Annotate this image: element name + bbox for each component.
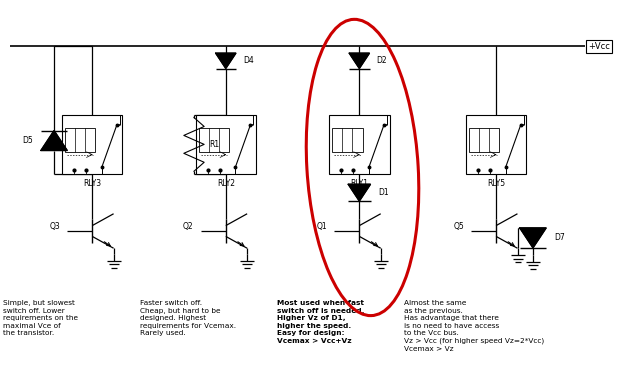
Text: RLY2: RLY2 [217,179,235,188]
Polygon shape [216,53,236,69]
Text: D5: D5 [22,136,32,145]
Bar [333,128,363,152]
Bar [196,115,256,174]
Bar [62,115,123,174]
Bar [66,128,95,152]
Text: Almost the same
as the previous.
Has advantage that there
is no need to have acc: Almost the same as the previous. Has adv… [404,300,544,352]
Text: Most used when fast
switch off is needed.
Higher Vz of D1,
higher the speed.
Eas: Most used when fast switch off is needed… [277,300,364,344]
Bar [329,115,389,174]
Text: D2: D2 [377,56,387,65]
Text: Simple, but slowest
switch off. Lower
requirements on the
maximal Vce of
the tra: Simple, but slowest switch off. Lower re… [3,300,78,336]
Text: Q1: Q1 [317,222,328,231]
Bar [469,128,499,152]
Text: D7: D7 [555,233,565,243]
Text: RLY5: RLY5 [487,179,505,188]
Polygon shape [520,228,546,248]
Bar [198,128,229,152]
Text: Faster switch off.
Cheap, but hard to be
designed. Highest
requirements for Vcem: Faster switch off. Cheap, but hard to be… [140,300,236,336]
Text: Q5: Q5 [453,222,464,231]
Text: RLY3: RLY3 [83,179,101,188]
Text: D1: D1 [378,188,389,197]
Polygon shape [41,131,67,151]
Text: +Vcc: +Vcc [588,42,610,51]
Text: RLY1: RLY1 [350,179,368,188]
Text: Q3: Q3 [50,222,60,231]
Text: Q2: Q2 [183,222,194,231]
Polygon shape [348,184,371,201]
Bar [466,115,527,174]
Text: R1: R1 [209,140,219,149]
Polygon shape [349,53,370,69]
Text: D4: D4 [243,56,254,65]
